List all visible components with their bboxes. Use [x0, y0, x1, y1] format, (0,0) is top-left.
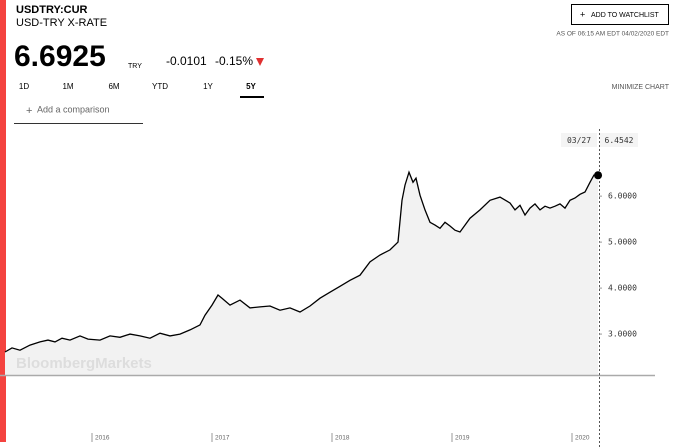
x-tick-label: 2016: [95, 435, 110, 442]
plot: 3.0000 4.0000 5.0000 6.0000 2016 2017 2018 2019…: [0, 129, 655, 448]
range-tab[interactable]: 6M: [108, 82, 119, 91]
button-frame[interactable]: [571, 4, 669, 25]
y-tick-label: 5.0000: [608, 238, 637, 247]
y-tick-label: 4.0000: [608, 284, 637, 293]
price-line: [4, 170, 599, 353]
watermark: BloombergMarkets: [16, 355, 152, 372]
x-tick-label: 2018: [335, 435, 350, 442]
last-point: [594, 171, 603, 180]
tooltip-value: 6.4542: [605, 136, 634, 145]
change: -0.0101: [166, 54, 207, 68]
tooltip-date: 03/27: [567, 136, 591, 145]
range-tab[interactable]: 1M: [62, 82, 73, 91]
timestamp: AS OF 06:15 AM EDT 04/02/2020 EDT: [556, 31, 669, 38]
button-label[interactable]: ADD TO WATCHLIST: [591, 12, 660, 19]
area: [5, 172, 598, 375]
currency: TRY: [128, 63, 142, 70]
x-tick-label: 2019: [455, 435, 470, 442]
range-tab[interactable]: 1D: [19, 82, 29, 91]
accent-bar: [0, 0, 6, 442]
instrument-name: USD-TRY X-RATE: [16, 17, 107, 29]
range-tabs: 1D 1M 6M YTD 1Y 5Y: [19, 82, 257, 91]
y-tick-label: 3.0000: [608, 330, 637, 339]
button-icon[interactable]: +: [580, 9, 585, 19]
y-tick-label: 6.0000: [608, 192, 637, 201]
x-tick-label: 2017: [215, 435, 230, 442]
price: 6.6925: [14, 40, 106, 73]
plus-icon: +: [26, 105, 32, 117]
down-arrow: [256, 58, 264, 66]
x-tick-label: 2020: [575, 435, 590, 442]
range-tab[interactable]: YTD: [152, 82, 168, 91]
change-pct: -0.15%: [215, 54, 253, 68]
range-tab[interactable]: 1Y: [203, 82, 213, 91]
watchlist-button[interactable]: + ADD TO WATCHLIST: [571, 4, 669, 25]
symbol: USDTRY:CUR: [16, 4, 88, 16]
minimize-chart[interactable]: MINIMIZE CHART: [612, 84, 670, 91]
tooltip-date-box: [561, 133, 597, 147]
tooltip-value-box: [600, 133, 638, 147]
comparison-input[interactable]: Add a comparison: [37, 104, 110, 114]
range-tab[interactable]: 5Y: [246, 82, 256, 91]
